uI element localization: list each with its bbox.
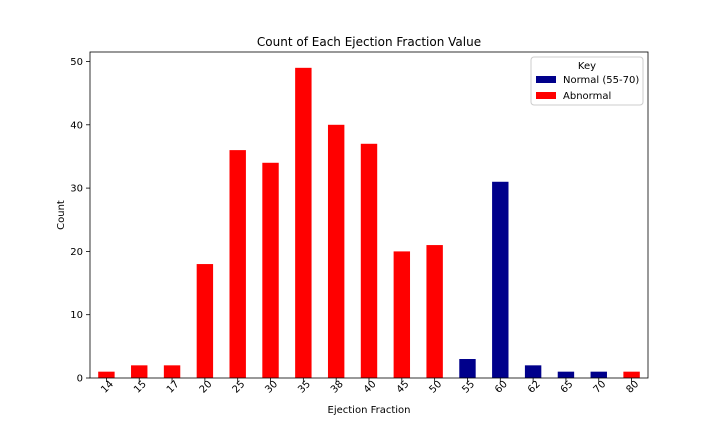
legend-box [530,56,644,106]
bar-62 [524,365,542,378]
bar-15 [131,365,148,378]
y-tick-label-30: 30 [70,184,83,195]
bar-25 [229,150,246,378]
x-tick-label-20: 20 [198,379,215,396]
bar-40 [360,143,378,378]
bars-group [98,67,640,379]
x-tick-label-14: 14 [99,379,116,396]
bar-20 [196,264,214,378]
x-tick-label-62: 62 [526,379,543,396]
x-tick-label-55: 55 [460,379,477,396]
y-tick-label-20: 20 [70,247,83,258]
bar-14 [98,371,115,378]
bar-60 [492,181,509,378]
bar-30 [262,162,279,378]
x-tick-label-15: 15 [132,379,149,396]
x-tick-label-30: 30 [263,379,280,396]
x-tick-label-17: 17 [165,379,182,396]
y-axis: 0 10 20 30 40 50 [70,57,90,385]
x-tick-label-25: 25 [231,379,248,396]
bar-35 [295,67,312,378]
x-tick-label-80: 80 [624,379,641,396]
bar-50 [426,245,443,378]
y-axis-label: Count [56,200,67,230]
bar-65 [557,371,575,378]
legend-swatch-abnormal [536,92,556,99]
x-tick-label-38: 38 [329,379,346,396]
x-tick-label-70: 70 [592,379,609,396]
bar-70 [590,371,607,378]
legend-label-abnormal: Abnormal [563,91,611,102]
bar-80 [623,371,640,378]
chart-title: Count of Each Ejection Fraction Value [257,35,481,49]
x-tick-label-40: 40 [362,379,379,396]
x-tick-label-35: 35 [296,379,313,396]
bar-55 [459,359,476,378]
legend-label-normal: Normal (55-70) [563,75,639,86]
x-tick-label-65: 65 [559,379,576,396]
bar-45 [393,251,411,378]
y-tick-label-10: 10 [70,310,83,321]
legend-title: Key [578,61,596,72]
x-tick-label-60: 60 [493,379,510,396]
x-tick-label-50: 50 [427,379,444,396]
legend: Key Normal (55-70) Abnormal [530,56,644,106]
x-tick-label-45: 45 [395,379,412,396]
bar-38 [327,124,345,379]
x-axis: 14 15 17 20 25 30 35 38 40 45 50 55 60 62 65 70 80 [99,378,641,396]
plot-frame [89,51,649,379]
legend-swatch-normal [536,76,556,83]
bar-17 [163,365,181,378]
y-tick-label-50: 50 [70,57,83,68]
y-tick-label-40: 40 [70,120,83,131]
x-axis-label: Ejection Fraction [328,405,411,416]
y-tick-label-0: 0 [77,374,83,385]
